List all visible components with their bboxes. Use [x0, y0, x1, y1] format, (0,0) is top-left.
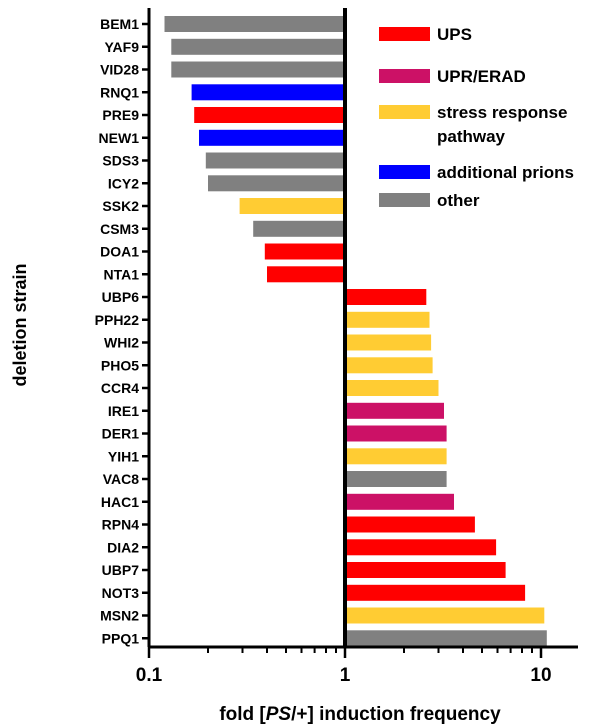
bar-icy2	[208, 175, 345, 192]
y-tick-label-vid28: VID28	[100, 62, 139, 78]
bar-nta1	[267, 266, 345, 283]
legend-label-srp-line2: pathway	[437, 127, 506, 146]
y-tick-label-ppq1: PPQ1	[102, 630, 140, 646]
bar-not3	[345, 584, 526, 601]
bar-ccr4	[345, 380, 439, 396]
bar-doa1	[264, 243, 345, 260]
legend-label-srp: stress response	[437, 103, 567, 122]
legend-label-pri: additional prions	[437, 163, 574, 182]
y-tick-label-dia2: DIA2	[107, 539, 139, 555]
bar-dia2	[345, 539, 497, 556]
y-tick-label-csm3: CSM3	[100, 221, 139, 237]
bar-ssk2	[239, 198, 345, 214]
bar-yih1	[345, 448, 447, 465]
legend-swatch-oth	[379, 193, 430, 207]
bar-ppq1	[345, 630, 547, 647]
y-tick-label-icy2: ICY2	[108, 175, 139, 191]
y-tick-label-pph22: PPH22	[95, 312, 140, 328]
bar-rnq1	[191, 84, 345, 101]
bars-layer	[164, 16, 547, 647]
bar-vac8	[345, 471, 447, 487]
x-axis-title-part-2: PS	[266, 704, 292, 725]
y-tick-label-ccr4: CCR4	[101, 380, 139, 396]
y-tick-label-nta1: NTA1	[103, 266, 139, 282]
y-tick-label-pho5: PHO5	[101, 357, 139, 373]
bar-msn2	[345, 607, 545, 624]
x-axis-title-part-1: fold [	[219, 704, 266, 725]
bar-csm3	[253, 220, 345, 237]
legend-swatch-srp	[379, 105, 430, 119]
x-tick-label: 1	[340, 665, 351, 686]
y-tick-label-ubp6: UBP6	[102, 289, 140, 305]
y-tick-label-bem1: BEM1	[100, 16, 139, 32]
x-tick-label: 0.1	[136, 665, 163, 686]
bar-new1	[199, 129, 345, 146]
y-tick-label-new1: NEW1	[99, 130, 140, 146]
legend-label-upr: UPR/ERAD	[437, 67, 526, 86]
x-tick-label: 10	[530, 665, 551, 686]
y-axis-title: deletion strain	[10, 263, 30, 386]
bar-pre9	[194, 107, 345, 123]
legend-label-ups: UPS	[437, 25, 472, 44]
bar-vid28	[171, 61, 345, 78]
y-tick-label-vac8: VAC8	[103, 471, 140, 487]
y-tick-label-msn2: MSN2	[100, 608, 139, 624]
bar-sds3	[205, 152, 345, 169]
y-tick-label-ire1: IRE1	[108, 403, 139, 419]
y-tick-label-der1: DER1	[102, 426, 140, 442]
legend-label-oth: other	[437, 191, 480, 210]
bar-whi2	[345, 334, 432, 351]
x-axis-title: fold [PS/+] induction frequency	[219, 704, 501, 725]
bar-ire1	[345, 402, 444, 419]
y-tick-label-whi2: WHI2	[104, 335, 139, 351]
y-tick-label-not3: NOT3	[102, 585, 140, 601]
bar-rpn4	[345, 516, 475, 533]
y-tick-label-pre9: PRE9	[102, 107, 139, 123]
bar-pho5	[345, 357, 433, 374]
y-tick-label-rpn4: RPN4	[102, 517, 140, 533]
legend-swatch-ups	[379, 27, 430, 41]
bar-ubp7	[345, 562, 506, 578]
bar-der1	[345, 425, 447, 442]
y-tick-label-ssk2: SSK2	[102, 198, 139, 214]
x-axis-title-part-3: /+] induction frequency	[291, 704, 501, 725]
y-tick-label-hac1: HAC1	[101, 494, 139, 510]
y-tick-label-yih1: YIH1	[108, 448, 139, 464]
y-tick-label-doa1: DOA1	[100, 244, 139, 260]
y-tick-label-yaf9: YAF9	[104, 39, 139, 55]
y-tick-label-rnq1: RNQ1	[100, 84, 139, 100]
bar-pph22	[345, 311, 430, 328]
legend-swatch-upr	[379, 69, 430, 83]
bar-ubp6	[345, 289, 427, 305]
legend-swatch-pri	[379, 165, 430, 179]
bar-yaf9	[171, 38, 345, 55]
y-tick-label-ubp7: UBP7	[102, 562, 140, 578]
bar-bem1	[164, 16, 345, 32]
legend: UPS UPR/ERAD stress response pathway additio…	[379, 25, 574, 210]
axes-layer: BEM1 YAF9 VID28 RNQ1 PRE9 NEW1 SDS3 ICY2 SSK2 CSM…	[95, 8, 578, 686]
bar-hac1	[345, 493, 454, 510]
y-tick-label-sds3: SDS3	[102, 153, 139, 169]
